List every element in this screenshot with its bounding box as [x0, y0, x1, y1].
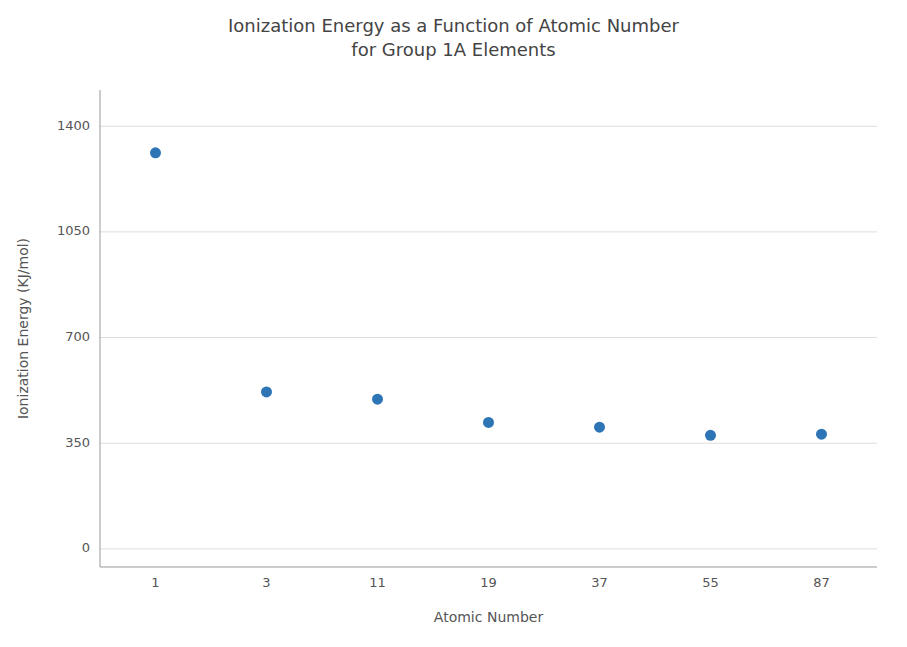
- x-tick-label: 1: [151, 575, 159, 590]
- y-tick-label: 1400: [57, 118, 90, 133]
- x-tick-label: 55: [702, 575, 719, 590]
- y-tick-label: 1050: [57, 223, 90, 238]
- x-tick-label: 19: [480, 575, 497, 590]
- y-axis-label: Ionization Energy (KJ/mol): [15, 238, 31, 419]
- points: [150, 147, 827, 441]
- point: [705, 430, 716, 441]
- grid-line: [100, 337, 877, 338]
- point: [150, 147, 161, 158]
- y-tick-label: 350: [65, 435, 90, 450]
- x-axis-label: Atomic Number: [434, 609, 544, 625]
- point: [594, 422, 605, 433]
- grid-line: [100, 231, 877, 232]
- x-tick-label: 37: [591, 575, 608, 590]
- grid-line: [100, 443, 877, 444]
- y-axis-line: [100, 90, 101, 567]
- title: Ionization Energy as a Function of Atomi…: [228, 15, 680, 60]
- point: [261, 386, 272, 397]
- grid-line: [100, 126, 877, 127]
- x-tick-label: 3: [262, 575, 270, 590]
- chart-container: 0 350 700 1050 1400 1 3 11 19 37 55 87 Ionization En…: [0, 0, 907, 647]
- x-axis-line: [100, 567, 877, 568]
- point: [816, 429, 827, 440]
- x-tick-label: 87: [813, 575, 830, 590]
- x-tick-label: 11: [369, 575, 386, 590]
- y-tick-label: 700: [65, 329, 90, 344]
- point: [372, 394, 383, 405]
- y-tick-label: 0: [82, 540, 90, 555]
- point: [483, 417, 494, 428]
- chart: 0 350 700 1050 1400 1 3 11 19 37 55 87 Ionization En…: [0, 0, 907, 647]
- grid-line: [100, 548, 877, 549]
